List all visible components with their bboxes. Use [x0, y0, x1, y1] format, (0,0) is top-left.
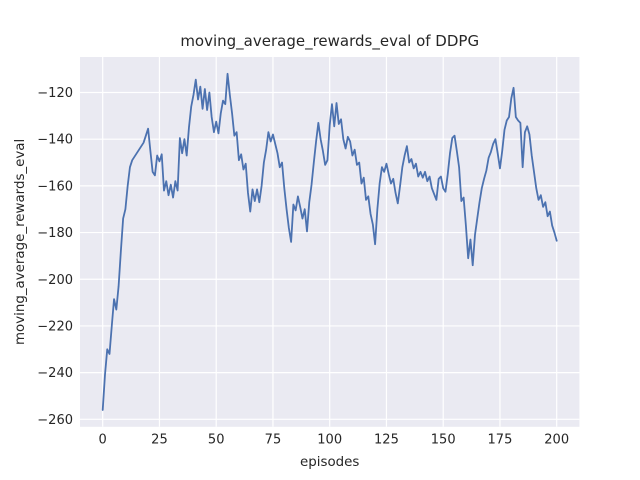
y-tick-label: −260	[37, 413, 73, 428]
y-tick-label: −160	[37, 179, 73, 194]
y-tick-labels: −120 −140 −160 −180 −200 −220 −240 −260	[37, 86, 73, 428]
x-tick-label: 0	[99, 432, 107, 447]
x-axis-label: episodes	[300, 455, 359, 470]
x-tick-label: 75	[265, 432, 282, 447]
y-tick-label: −180	[37, 226, 73, 241]
chart-title: moving_average_rewards_eval of DDPG	[180, 32, 479, 51]
x-tick-label: 150	[431, 432, 456, 447]
reward-line	[101, 72, 558, 411]
y-tick-label: −140	[37, 133, 73, 148]
y-tick-label: −200	[37, 273, 73, 288]
x-tick-label: 125	[374, 432, 399, 447]
data-series	[101, 72, 558, 411]
y-tick-label: −220	[37, 319, 73, 334]
x-tick-label: 200	[544, 432, 569, 447]
y-tick-label: −240	[37, 366, 73, 381]
y-axis-label: moving_average_rewards_eval	[13, 139, 28, 345]
x-tick-labels: 0 25 50 75 100 125 150 175 200	[99, 432, 570, 447]
x-tick-label: 25	[151, 432, 168, 447]
x-tick-label: 50	[208, 432, 225, 447]
x-tick-label: 175	[488, 432, 513, 447]
x-tick-label: 100	[317, 432, 342, 447]
y-tick-label: −120	[37, 86, 73, 101]
